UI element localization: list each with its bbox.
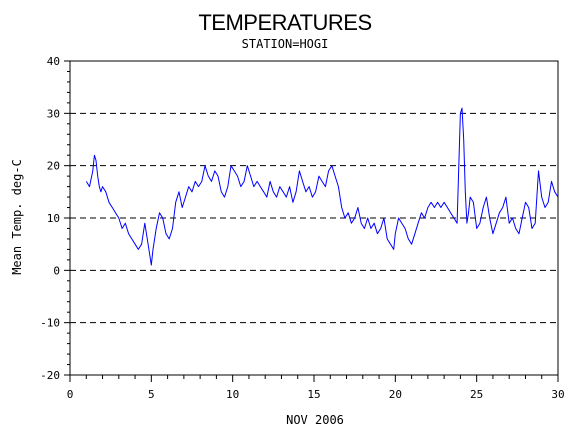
axes [64,60,559,382]
x-tick-label: 15 [307,388,320,401]
x-tick-label: 20 [389,388,402,401]
x-tick-label: 5 [148,388,155,401]
y-tick-label: 20 [47,160,60,173]
x-tick-label: 10 [226,388,239,401]
y-tick-label: 10 [47,212,60,225]
tick-labels: -20 -10 0 10 20 30 40 0 5 10 15 20 25 30 [40,55,565,401]
chart-subtitle: STATION=HOGI [242,37,329,51]
x-axis-label: NOV 2006 [286,413,344,427]
y-axis-label: Mean Temp. deg-C [10,159,24,275]
x-tick-label: 25 [470,388,483,401]
x-tick-label: 0 [67,388,74,401]
gridlines [70,60,558,376]
series-layer [85,107,559,266]
y-tick-label: 40 [47,55,60,68]
y-tick-label: 0 [53,264,60,277]
y-tick-label: -10 [40,317,60,330]
x-tick-label: 30 [551,388,564,401]
y-tick-label: -20 [40,369,60,382]
chart-title: TEMPERATURES [198,10,371,35]
y-tick-label: 30 [47,107,60,120]
series-line [85,107,559,266]
